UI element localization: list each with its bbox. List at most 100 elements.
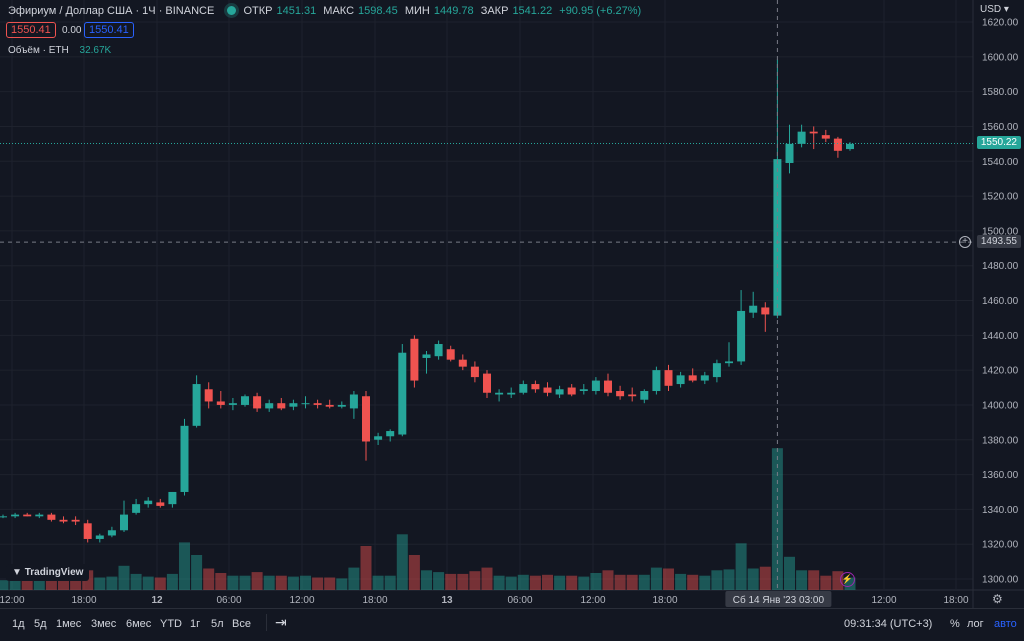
range-all[interactable]: Все [232,618,251,630]
volume-bar [735,543,747,590]
auto-toggle[interactable]: авто [994,618,1017,630]
add-alert-icon[interactable]: + [959,236,971,248]
candle-body [120,514,128,531]
low-value: 1449.78 [433,5,474,17]
candle-body [567,387,576,395]
volume-bar [239,575,251,590]
candle-body [228,403,237,405]
candle-body [241,396,249,405]
candle-body [640,391,649,400]
time-tick-label: 12:00 [289,595,314,606]
time-tick-label: 06:00 [216,595,241,606]
price-tick-label: 1420.00 [982,366,1019,377]
candle-body [712,363,721,378]
candle-body [833,138,842,151]
candle-body [192,384,201,426]
low-label: МИН [404,5,430,17]
price-chart[interactable]: 1620.00 1600.00 1580.00 1560.00 1540.00 1520.… [0,0,1024,608]
price-tick-label: 1320.00 [982,540,1019,551]
time-tick-label: 13 [441,595,453,606]
volume-bar [263,575,275,590]
time-tick-label: 12:00 [580,595,605,606]
candle-body [313,403,322,405]
time-tick-label: 18:00 [362,595,387,606]
volume-bar [203,568,215,590]
volume-bar [602,570,614,590]
range-3m[interactable]: 3мес [91,618,117,630]
volume-bar [638,574,650,590]
candle-body [458,359,467,367]
goto-date-icon[interactable]: ⇥ [266,614,287,631]
range-ytd[interactable]: YTD [160,618,182,630]
time-tick-label: 18:00 [71,595,96,606]
candle-body [362,396,370,442]
price-tick-label: 1580.00 [982,87,1019,98]
volume-bar [348,567,360,590]
currency-selector[interactable]: USD ▾ [980,4,1009,15]
price-tick-label: 1360.00 [982,470,1019,481]
candle-body [676,375,685,385]
range-1y[interactable]: 1г [190,618,201,630]
candle-body [555,389,564,395]
candle-body [289,403,298,407]
price-tick-label: 1340.00 [982,505,1019,516]
symbol-legend: Эфириум / Доллар США · 1Ч · BINANCE ОТКР… [8,5,645,17]
volume-bar [578,576,590,590]
candle-body [652,370,661,392]
percent-toggle[interactable]: % [950,618,960,630]
clock[interactable]: 09:31:34 (UTC+3) [844,618,933,630]
volume-legend[interactable]: Объём · ETH 32.67K [8,45,111,56]
volume-bar [493,575,505,590]
symbol-title[interactable]: Эфириум / Доллар США · 1Ч · BINANCE [8,5,215,17]
volume-bar [505,576,517,590]
volume-bar [58,578,69,590]
candle-body [519,384,528,393]
time-tick-label: 12 [151,595,163,606]
candle-body [216,401,225,405]
currency-label: USD [980,4,1002,15]
sell-button[interactable]: 1550.41 [6,22,56,38]
range-1d[interactable]: 1д [12,618,25,630]
spread-value: 0.00 [62,25,82,36]
log-toggle[interactable]: лог [967,618,984,630]
volume-bar [542,574,553,590]
range-1m[interactable]: 1мес [56,618,82,630]
volume-bar [70,577,82,590]
candle-body [277,403,286,409]
volume-bar [747,568,759,590]
volume-bar [275,575,287,590]
candle-body [700,375,709,381]
candle-body [483,373,491,393]
price-tick-label: 1560.00 [982,122,1019,133]
time-tick-label: 18:00 [943,595,968,606]
candle-body [821,135,830,139]
volume-bar [784,556,795,590]
candle-body [737,310,746,362]
candle-body [156,502,165,506]
volume-bar [227,575,239,590]
bottom-toolbar: 1д 5д 1мес 3мес 6мес YTD 1г 5л Все ⇥ 09:… [0,608,1024,641]
candle-body [579,389,588,392]
range-5d[interactable]: 5д [34,618,47,630]
price-tick-label: 1380.00 [982,435,1019,446]
candle-body [846,143,854,150]
range-5y[interactable]: 5л [211,618,224,630]
time-tick-label: 06:00 [507,595,532,606]
candle-body [23,514,32,517]
volume-bar [191,555,203,590]
time-tick-label: 12:00 [871,595,896,606]
candle-body [0,516,7,518]
lightning-icon[interactable]: ⚡ [840,572,855,587]
volume-bar [832,571,844,590]
price-tick-label: 1460.00 [982,296,1019,307]
range-6m[interactable]: 6мес [126,618,152,630]
settings-icon: ⚙ [992,592,1003,606]
candle-body [434,344,443,357]
candle-body [349,394,358,409]
candle-body [337,404,346,407]
volume-bar [154,577,166,590]
candle-body [628,394,637,397]
candle-body [591,380,600,392]
buy-button[interactable]: 1550.41 [84,22,134,38]
price-tick-label: 1500.00 [982,226,1019,237]
